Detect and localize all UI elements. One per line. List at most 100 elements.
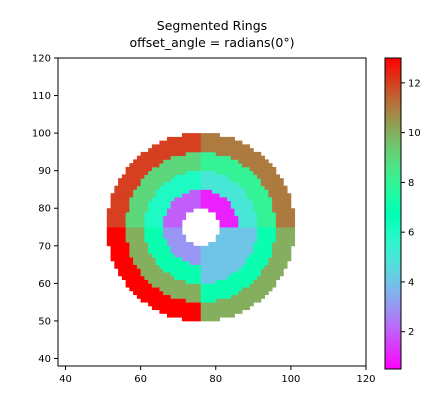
heatmap-cell [121,242,127,247]
heatmap-cell [212,193,217,198]
heatmap-cell [268,212,273,217]
heatmap-cell [125,181,130,187]
heatmap-cell [208,204,213,209]
heatmap-cell [151,159,157,164]
heatmap-cell [148,290,153,296]
heatmap-cell [193,264,198,269]
heatmap-cell [129,204,134,209]
heatmap-cell [129,227,134,232]
heatmap-cell [272,275,277,281]
heatmap-cell [249,151,254,157]
heatmap-cell [215,275,220,281]
heatmap-cell [264,163,269,168]
heatmap-cell [148,234,153,239]
x-tick-label: 120 [356,374,375,385]
heatmap-cell [133,272,138,277]
heatmap-cell [279,245,284,250]
heatmap-cell [223,189,228,194]
heatmap-cell [219,181,224,187]
heatmap-cell [234,193,239,198]
heatmap-cell [234,196,239,202]
heatmap-cell [181,166,187,172]
heatmap-cell [204,189,209,194]
heatmap-cell [140,170,145,175]
heatmap-cell [242,227,247,232]
heatmap-cell [215,200,220,205]
heatmap-cell [148,215,153,220]
heatmap-cell [230,249,235,254]
y-tick-label: 50 [38,316,51,327]
heatmap-cell [230,148,235,153]
heatmap-cell [181,234,187,239]
heatmap-cell [208,166,213,172]
heatmap-cell [174,305,179,311]
heatmap-cell [212,290,217,296]
heatmap-cell [136,200,142,205]
heatmap-cell [238,166,243,172]
heatmap-cell [159,257,164,262]
heatmap-cell [287,196,292,202]
heatmap-cell [200,144,205,149]
heatmap-cell [268,166,273,172]
heatmap-cell [121,185,127,190]
heatmap-cell [193,313,198,318]
heatmap-cell [200,245,205,250]
heatmap-cell [212,260,217,265]
heatmap-cell [219,283,224,288]
heatmap-cell [159,144,164,149]
heatmap-cell [181,193,187,198]
heatmap-cell [200,136,205,142]
heatmap-cell [260,272,265,277]
heatmap-cell [245,253,250,258]
heatmap-cell [245,155,250,160]
heatmap-cell [129,275,134,281]
heatmap-cell [279,200,284,205]
heatmap-cell [189,309,194,314]
heatmap-cell [249,275,254,281]
heatmap-cell [215,196,220,202]
heatmap-cell [215,185,220,190]
heatmap-cell [279,178,284,183]
heatmap-cell [245,305,250,311]
heatmap-cell [204,185,209,190]
heatmap-cell [257,151,262,157]
heatmap-cell [155,170,160,175]
heatmap-cell [144,189,149,194]
heatmap-cell [268,272,273,277]
heatmap-cell [159,272,164,277]
heatmap-cell [189,166,194,172]
heatmap-cell [272,230,277,235]
heatmap-cell [136,234,142,239]
heatmap-cell [196,174,202,179]
heatmap-cell [204,200,209,205]
heatmap-cell [155,242,160,247]
heatmap-cell [193,275,198,281]
heatmap-cell [264,170,269,175]
heatmap-cell [106,219,111,224]
heatmap-cell [148,159,153,164]
heatmap-cell [204,249,209,254]
heatmap-cell [178,272,183,277]
heatmap-cell [163,257,168,262]
heatmap-cell [159,163,164,168]
heatmap-cell [166,272,172,277]
heatmap-cell [223,230,228,235]
heatmap-cell [238,204,243,209]
heatmap-cell [234,275,239,281]
heatmap-cell [189,305,194,311]
heatmap-cell [125,215,130,220]
heatmap-cell [279,249,284,254]
heatmap-cell [140,260,145,265]
heatmap-cell [140,151,145,157]
heatmap-cell [264,200,269,205]
heatmap-cell [181,208,187,213]
heatmap-cell [223,196,228,202]
heatmap-cell [170,196,175,202]
heatmap-cell [208,260,213,265]
heatmap-cell [114,200,119,205]
heatmap-cell [144,208,149,213]
heatmap-cell [178,260,183,265]
heatmap-cell [181,140,187,145]
heatmap-cell [208,140,213,145]
heatmap-cell [118,200,123,205]
